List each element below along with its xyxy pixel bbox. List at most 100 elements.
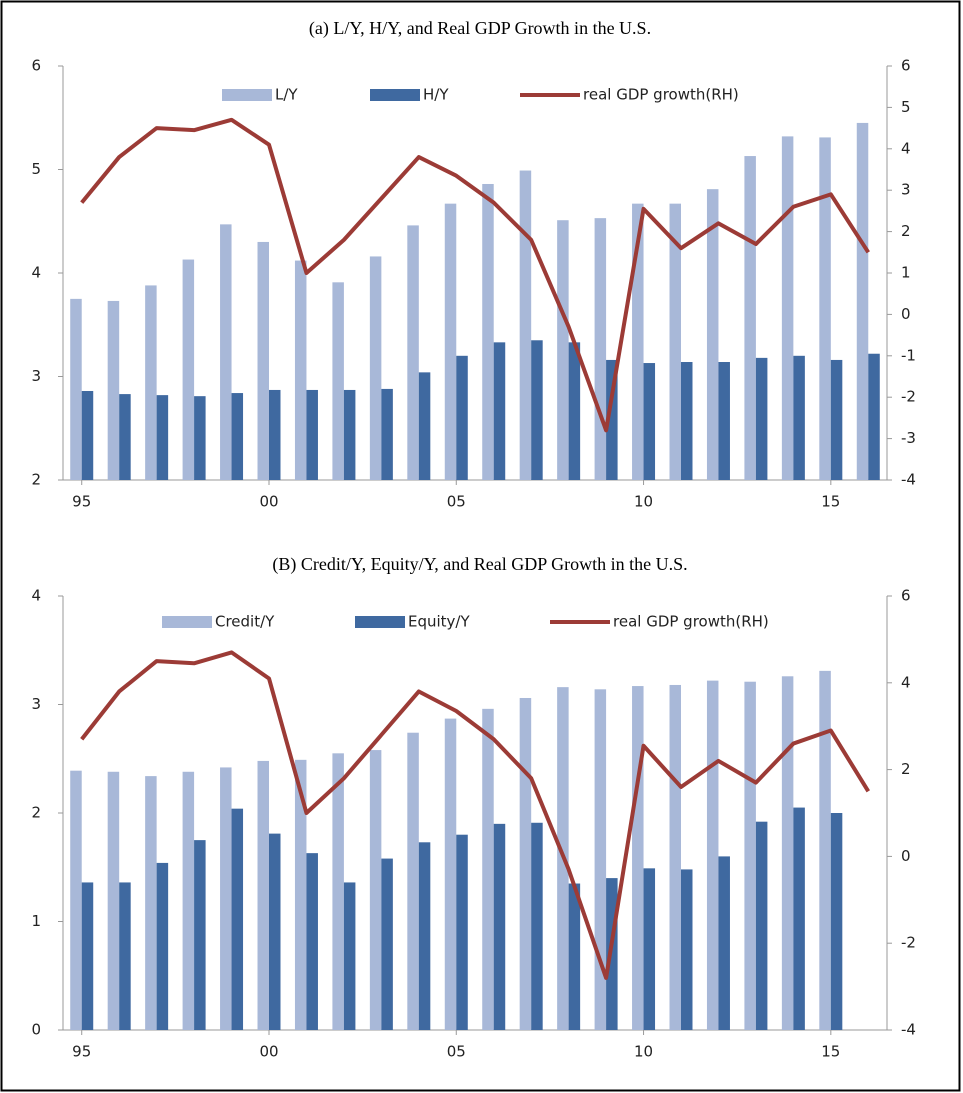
x-tick-label: 05 xyxy=(447,1043,466,1061)
bar xyxy=(856,122,869,481)
bar xyxy=(306,389,318,480)
bar xyxy=(531,822,543,1030)
y-tick-label: 1 xyxy=(31,912,41,930)
bar xyxy=(220,767,232,1030)
bar xyxy=(381,858,393,1030)
chart-title: (a) L/Y, H/Y, and Real GDP Growth in the… xyxy=(309,18,651,39)
bar xyxy=(718,856,730,1030)
legend-label: Credit/Y xyxy=(215,613,275,631)
chart-title: (B) Credit/Y, Equity/Y, and Real GDP Gro… xyxy=(272,554,687,575)
bar xyxy=(182,771,195,1030)
bar xyxy=(793,355,805,480)
bar xyxy=(369,750,382,1030)
x-tick-label: 00 xyxy=(259,493,278,511)
bar xyxy=(220,224,232,480)
bar xyxy=(632,686,644,1030)
bar xyxy=(407,732,419,1030)
bar xyxy=(793,807,805,1030)
bar xyxy=(632,203,644,480)
bar xyxy=(706,189,719,481)
bar xyxy=(444,203,457,480)
bar xyxy=(681,362,693,480)
bar xyxy=(681,869,693,1030)
bar xyxy=(369,256,382,480)
y2-tick-label: 1 xyxy=(901,264,911,282)
bar xyxy=(231,393,244,480)
bar xyxy=(70,298,82,480)
legend-label: real GDP growth(RH) xyxy=(613,613,769,631)
bar xyxy=(81,390,94,480)
legend-label: L/Y xyxy=(275,86,298,104)
y2-tick-label: -2 xyxy=(901,388,916,406)
legend-label: real GDP growth(RH) xyxy=(583,86,739,104)
bar xyxy=(493,342,506,480)
bar xyxy=(156,862,169,1030)
y-tick-label: 3 xyxy=(31,367,41,385)
bar xyxy=(194,840,206,1030)
y-tick-label: 6 xyxy=(31,57,41,75)
bar xyxy=(819,670,831,1030)
bar xyxy=(257,241,269,480)
bar xyxy=(755,357,768,480)
bar xyxy=(568,883,581,1030)
y2-tick-label: 5 xyxy=(901,98,911,116)
bar xyxy=(519,697,532,1030)
bar xyxy=(145,776,157,1030)
x-tick-label: 95 xyxy=(72,493,91,511)
y-tick-label: 4 xyxy=(31,264,41,282)
bar xyxy=(294,260,307,480)
legend-swatch xyxy=(222,89,272,101)
y-tick-label: 4 xyxy=(31,587,41,605)
x-tick-label: 00 xyxy=(259,1043,278,1061)
y2-tick-label: -2 xyxy=(901,934,916,952)
y2-tick-label: 3 xyxy=(901,181,911,199)
y-tick-label: 2 xyxy=(31,804,41,822)
bar xyxy=(156,395,169,480)
bar xyxy=(531,340,543,480)
y2-tick-label: -4 xyxy=(901,1021,916,1039)
legend-swatch xyxy=(162,616,212,628)
bar xyxy=(332,753,344,1030)
bar xyxy=(107,300,120,480)
bar xyxy=(557,220,569,480)
bar xyxy=(819,137,831,481)
bar xyxy=(718,362,730,480)
bar xyxy=(269,389,281,480)
bar xyxy=(568,342,581,480)
bar xyxy=(594,218,607,480)
y-tick-label: 2 xyxy=(31,471,41,489)
legend-label: H/Y xyxy=(423,86,449,104)
bar xyxy=(119,394,131,480)
y-tick-label: 5 xyxy=(31,160,41,178)
y2-tick-label: 2 xyxy=(901,760,911,778)
bar xyxy=(643,363,656,480)
bar xyxy=(257,760,269,1030)
legend-label: Equity/Y xyxy=(408,613,470,631)
bar xyxy=(482,183,494,481)
y2-tick-label: 6 xyxy=(901,57,911,75)
bar xyxy=(294,759,307,1030)
bar xyxy=(343,882,356,1030)
bar xyxy=(744,156,756,481)
bar xyxy=(107,771,120,1030)
bar xyxy=(332,282,344,480)
bar xyxy=(444,718,457,1030)
y2-tick-label: 0 xyxy=(901,847,911,865)
line xyxy=(80,650,870,980)
bar xyxy=(306,853,318,1030)
y2-tick-label: 4 xyxy=(901,673,911,691)
y-tick-label: 3 xyxy=(31,695,41,713)
bar xyxy=(418,372,431,480)
bar xyxy=(706,680,719,1030)
bar xyxy=(519,170,532,480)
y2-tick-label: -4 xyxy=(901,471,916,489)
bar xyxy=(119,882,131,1030)
bar xyxy=(669,203,681,480)
bar xyxy=(182,259,195,480)
x-tick-label: 15 xyxy=(821,1043,840,1061)
bar xyxy=(669,684,681,1030)
y2-tick-label: -3 xyxy=(901,429,916,447)
x-tick-label: 15 xyxy=(821,493,840,511)
